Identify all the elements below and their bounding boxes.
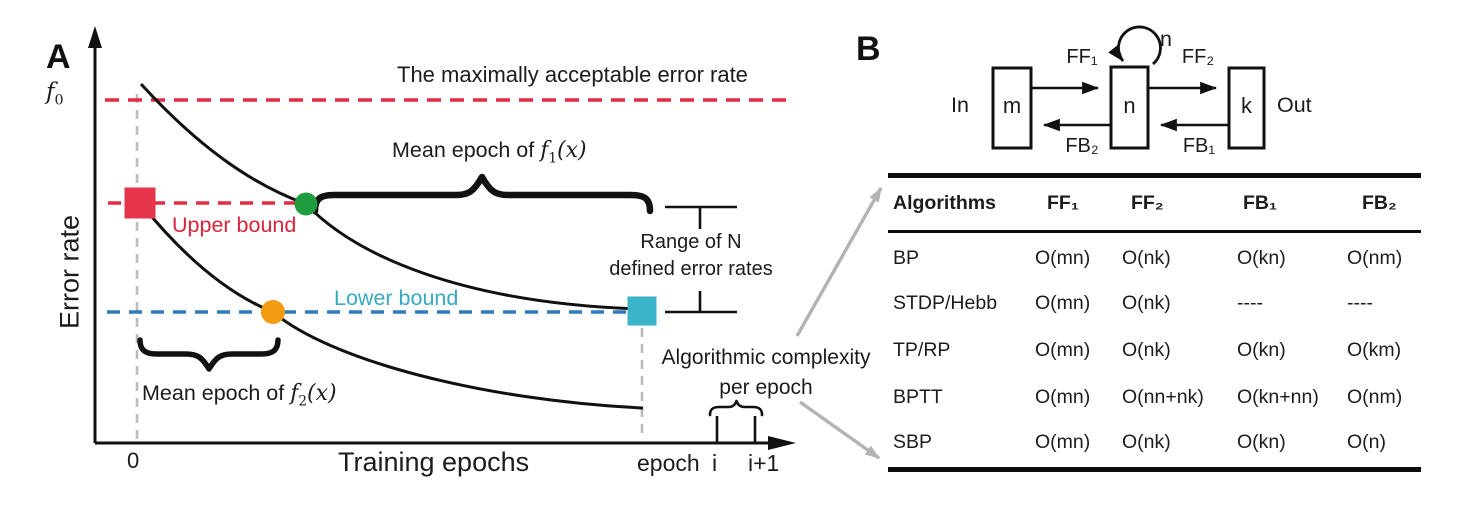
cell: O(kn) [1237,339,1286,361]
cell: O(nk) [1122,431,1171,453]
curve-f1 [139,82,641,311]
table-row: BP O(mn) O(nk) O(kn) O(nm) [888,245,1421,272]
complexity-line2: per epoch [719,376,813,399]
cell: O(nm) [1347,247,1403,269]
y-axis-label: Error rate [54,214,85,330]
box-k-label: k [1241,93,1252,118]
cell: O(kn) [1237,431,1286,453]
origin-tick-label: 0 [127,448,140,473]
cell: BPTT [893,386,943,408]
ff1-label: FF₁ [1066,46,1098,68]
in-label: In [951,93,969,117]
header-algorithms: Algorithms [893,192,996,214]
y-axis-arrowhead [88,26,102,48]
x-axis-arrowhead [768,436,796,450]
table-header-rule [888,230,1421,233]
table-bottom-rule [888,467,1421,472]
table-header-row: Algorithms FF₁ FF₂ FB₁ FB₂ [888,190,1421,217]
cell: TP/RP [893,339,951,361]
table-row: SBP O(mn) O(nk) O(kn) O(n) [888,429,1421,456]
diagram-box-n [1109,65,1150,150]
complexity-label: Algorithmic complexity per epoch [645,343,887,403]
range-line2: defined error rates [609,258,773,280]
curve-f2 [140,204,644,410]
cell: BP [893,247,920,269]
header-ff1: FF₁ [1047,192,1079,214]
table-row: STDP/Hebb O(mn) O(nk) ---- ---- [888,290,1421,317]
table-top-rule [888,173,1421,178]
marker-orange-dot [261,300,285,324]
cell: O(mn) [1035,339,1091,361]
loop-n-label: n [1160,27,1172,51]
out-label: Out [1277,93,1312,117]
cell: SBP [893,431,933,453]
brace-mean-f1 [311,173,654,215]
cell: O(kn) [1237,247,1286,269]
brace-per-epoch [708,399,764,417]
max-error-label: The maximally acceptable error rate [397,62,748,87]
panel-b-label: B [856,30,881,68]
cell: O(nk) [1122,292,1171,314]
epoch-i1-label: i+1 [748,450,780,476]
complexity-table: Algorithms FF₁ FF₂ FB₁ FB₂ BP O(mn) O(nk) O… [888,173,1421,478]
marker-red-square [124,187,156,219]
range-line1: Range of N [640,231,742,253]
cell: O(mn) [1035,247,1091,269]
box-n-label: n [1123,93,1136,118]
upper-bound-label: Upper bound [172,213,297,237]
fb1-label: FB₁ [1182,135,1216,157]
recurrent-loop [1108,25,1162,66]
cell: O(nk) [1122,247,1171,269]
cell: O(nk) [1122,339,1171,361]
table-row: BPTT O(mn) O(nn+nk) O(kn+nn) O(nm) [888,384,1421,411]
cell: ---- [1347,292,1373,314]
x-axis-label: Training epochs [338,447,530,477]
cell: O(mn) [1035,386,1091,408]
table-row: TP/RP O(mn) O(nk) O(kn) O(km) [888,337,1421,364]
cell: O(n) [1347,431,1386,453]
mean-epoch-f1-label: Mean epoch of f1(x) [392,138,587,167]
epoch-label: epoch [637,450,700,476]
epoch-i-label: i [712,450,718,476]
ff2-label: FF₂ [1181,46,1215,68]
brace-mean-f2 [137,337,281,372]
header-fb1: FB₁ [1243,192,1278,214]
cell: STDP/Hebb [893,292,998,314]
fb2-label: FB₂ [1065,135,1099,157]
cell: ---- [1237,292,1263,314]
range-of-n-label: Range of N defined error rates [598,229,784,283]
marker-cyan-square [627,296,657,326]
cell: O(km) [1347,339,1402,361]
cell: O(mn) [1035,431,1091,453]
cell: O(nm) [1347,386,1403,408]
complexity-line1: Algorithmic complexity [661,346,871,369]
marker-green-dot [294,192,318,216]
lower-bound-label: Lower bound [334,286,459,310]
cell: O(nn+nk) [1122,386,1204,408]
cell: O(kn+nn) [1237,386,1319,408]
diagram-box-m [991,66,1033,150]
diagram-box-k [1227,66,1266,150]
callout-arrow-up [795,186,883,337]
callout-arrow-down [799,400,880,460]
header-fb2: FB₂ [1362,192,1397,214]
panel-a-label: A [46,38,71,76]
mean-epoch-f2-label: Mean epoch of f2(x) [142,381,337,410]
header-ff2: FF₂ [1131,192,1164,214]
f0-label: f0 [46,79,64,109]
box-m-label: m [1002,93,1022,118]
cell: O(mn) [1035,292,1091,314]
